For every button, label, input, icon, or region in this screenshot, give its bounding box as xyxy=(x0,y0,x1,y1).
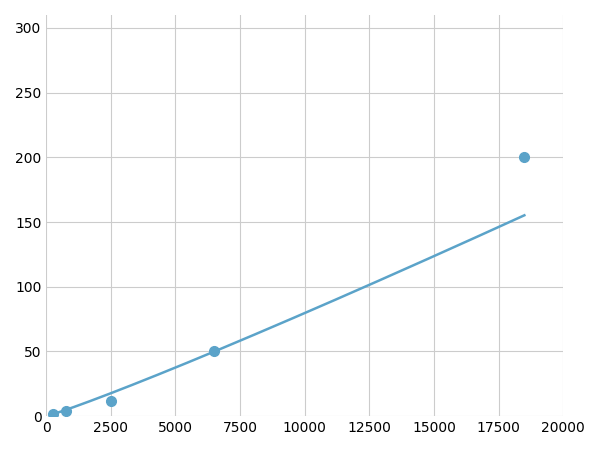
Point xyxy=(106,397,116,404)
Point xyxy=(209,348,219,355)
Point xyxy=(520,154,529,161)
Point xyxy=(61,407,70,414)
Point xyxy=(48,410,58,417)
